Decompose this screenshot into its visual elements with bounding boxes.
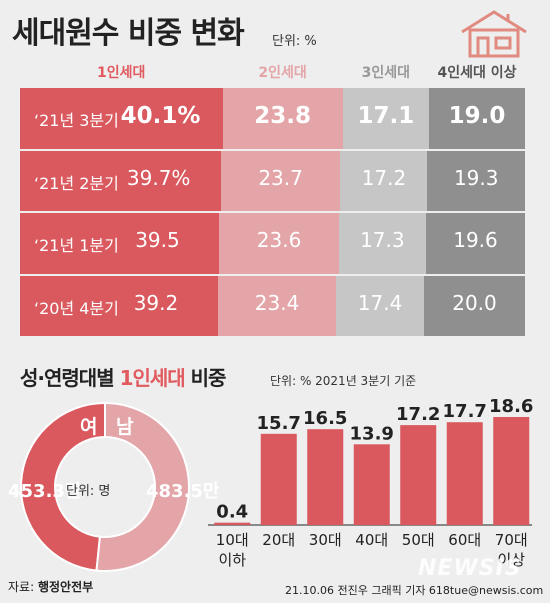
- data-label: 19.0: [448, 103, 506, 130]
- bar-segment: [220, 150, 341, 211]
- slice-label: 453.3만: [8, 481, 82, 502]
- bar: [493, 417, 530, 525]
- bar-value-label: 17.7: [443, 401, 487, 422]
- bar-segment: [342, 88, 430, 149]
- donut-chart: [20, 401, 190, 572]
- data-label: 23.7: [258, 165, 303, 190]
- bar-value-label: 13.9: [350, 423, 394, 444]
- x-tick-label: 60대: [448, 531, 481, 549]
- watermark: NEWSIS: [418, 556, 522, 581]
- x-tick-label: 20대: [262, 531, 295, 549]
- x-tick-label: 30대: [309, 531, 342, 549]
- data-label: 17.4: [357, 290, 403, 315]
- bar: [400, 425, 437, 525]
- section-title: 성·연령대별 1인세대 비중: [20, 362, 227, 391]
- donut-slice: [20, 401, 106, 572]
- bar: [214, 522, 251, 525]
- unit-label: 단위: %: [272, 34, 317, 49]
- stacked-bar-chart: 40.1% 23.8 17.1 19.0 ‘21년 3분기 39.7% 23.7 17.2 19…: [20, 88, 525, 338]
- section-unit-label: 단위: % 2021년 3분기 기준: [270, 374, 417, 388]
- slice-name: 여: [80, 416, 98, 438]
- bar: [307, 429, 344, 525]
- data-label: 39.5: [135, 228, 180, 253]
- source-label: 자료: 행정안전부: [8, 578, 93, 595]
- data-label: 20.0: [452, 290, 497, 315]
- house-icon: [461, 10, 527, 58]
- row-label: ‘21년 2분기: [34, 173, 119, 193]
- data-label: 19.6: [453, 228, 498, 253]
- legend-label: 2인세대: [258, 65, 307, 81]
- credit-line: 21.10.06 전진우 그래픽 기자 618tue@newsis.com: [285, 584, 544, 597]
- bar-value-label: 0.4: [216, 502, 248, 523]
- data-label: 39.7%: [126, 165, 191, 190]
- legend-label: 4인세대 이상: [437, 65, 517, 81]
- data-label: 23.8: [254, 103, 311, 130]
- x-tick-label: 이상: [497, 551, 525, 569]
- bar: [446, 422, 483, 525]
- bar-value-label: 16.5: [303, 408, 347, 429]
- x-tick-label: 10대: [216, 531, 249, 549]
- bar: [353, 444, 390, 525]
- data-label: 40.1%: [120, 103, 201, 130]
- row-label: ‘21년 3분기: [34, 111, 119, 131]
- data-label: 23.6: [256, 228, 302, 253]
- bar-segment: [429, 88, 525, 149]
- data-label: 23.4: [254, 290, 300, 315]
- data-label: 17.2: [361, 165, 407, 190]
- section-title-b: 1인세대: [119, 366, 186, 390]
- bar-value-label: 18.6: [489, 396, 533, 417]
- bar-segment: [424, 275, 525, 336]
- row-label: ‘20년 4분기: [34, 298, 119, 318]
- x-tick-label: 70대: [495, 531, 528, 549]
- legend-label: 3인세대: [361, 65, 411, 81]
- x-tick-label: 이하: [218, 551, 246, 569]
- bar-value-label: 17.2: [396, 404, 440, 425]
- bar-value-label: 15.7: [257, 413, 301, 434]
- source-name: 행정안전부: [37, 580, 94, 594]
- bar-segment: [20, 275, 218, 336]
- data-label: 17.1: [357, 103, 415, 130]
- bar-segment: [20, 213, 220, 274]
- x-tick-label: 50대: [402, 531, 435, 549]
- data-label: 17.3: [360, 228, 405, 253]
- bar-segment: [219, 213, 339, 274]
- bar: [260, 433, 297, 525]
- bar-segment: [426, 213, 525, 274]
- legend-label: 1인세대: [97, 65, 146, 81]
- donut-center-label: 단위: 명: [66, 484, 111, 499]
- slice-label: 483.5만: [146, 481, 220, 502]
- slice-name: 남: [116, 416, 134, 438]
- data-label: 19.3: [453, 165, 499, 190]
- x-tick-label: 40대: [355, 531, 388, 549]
- bar-segment: [217, 275, 337, 336]
- data-label: 39.2: [133, 290, 179, 315]
- donut-slice: [95, 401, 190, 572]
- bar-segment: [427, 150, 525, 211]
- bar-segment: [340, 150, 428, 211]
- section-title-c: 비중: [184, 366, 227, 390]
- source-prefix: 자료:: [8, 580, 38, 594]
- bar-segment: [20, 150, 221, 211]
- page-title: 세대원수 비중 변화: [12, 16, 245, 51]
- row-label: ‘21년 1분기: [34, 236, 119, 256]
- bar-segment: [336, 275, 424, 336]
- bar-segment: [338, 213, 426, 274]
- bar-segment: [20, 88, 223, 149]
- bar-segment: [222, 88, 343, 149]
- section-title-a: 성·연령대별: [20, 366, 120, 390]
